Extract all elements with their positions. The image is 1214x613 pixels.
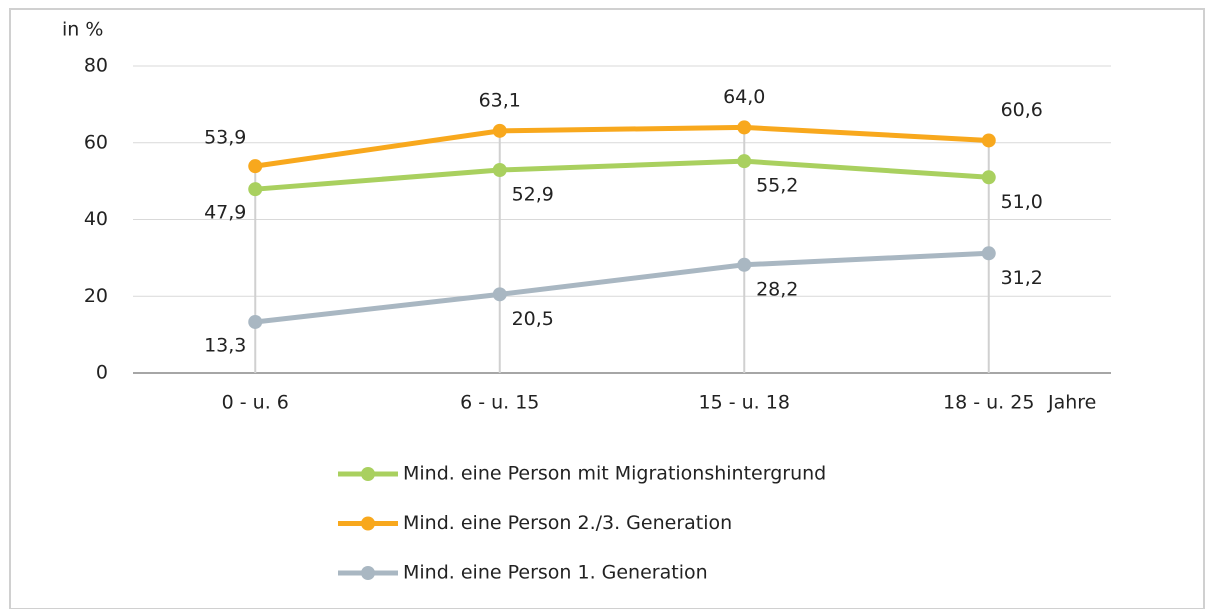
data-label: 52,9: [512, 183, 554, 205]
x-tick-label: 0 - u. 6: [222, 392, 289, 414]
y-tick-label: 60: [84, 131, 108, 153]
y-tick-label: 0: [96, 362, 108, 384]
data-point: [737, 257, 752, 272]
data-point: [981, 246, 996, 261]
data-label: 20,5: [512, 308, 554, 330]
y-tick-label: 80: [84, 55, 108, 77]
data-label: 55,2: [756, 175, 798, 197]
x-tick-label: 15 - u. 18: [699, 392, 790, 414]
legend-marker: [361, 467, 375, 481]
series-line: [254, 250, 989, 325]
data-point: [981, 170, 996, 185]
data-point: [492, 287, 507, 302]
data-label: 51,0: [1001, 191, 1043, 213]
data-point: [981, 133, 996, 148]
data-point: [492, 123, 507, 138]
y-tick-label: 20: [84, 285, 108, 307]
legend-label: Mind. eine Person 1. Generation: [403, 562, 708, 584]
data-point: [248, 159, 263, 174]
data-label: 28,2: [756, 278, 798, 300]
data-label: 47,9: [204, 202, 246, 224]
data-label: 31,2: [1001, 267, 1043, 289]
x-axis-label: Jahre: [1047, 392, 1096, 414]
data-label: 63,1: [479, 89, 521, 111]
data-label: 60,6: [1001, 99, 1043, 121]
x-tick-label: 6 - u. 15: [460, 392, 539, 414]
legend-label: Mind. eine Person 2./3. Generation: [403, 512, 732, 534]
data-point: [492, 162, 507, 177]
legend-marker: [361, 566, 375, 580]
data-point: [737, 120, 752, 135]
x-tick-label: 18 - u. 25: [943, 392, 1034, 414]
y-tick-label: 40: [84, 208, 108, 230]
data-point: [737, 154, 752, 169]
series-line: [255, 158, 989, 192]
data-point: [248, 182, 263, 197]
data-point: [248, 314, 263, 329]
data-label: 13,3: [204, 334, 246, 356]
data-label: 53,9: [204, 127, 246, 149]
series-line: [254, 124, 989, 169]
y-axis-label: in %: [62, 19, 103, 41]
legend-label: Mind. eine Person mit Migrationshintergr…: [403, 463, 826, 485]
legend-marker: [361, 516, 375, 531]
data-label: 64,0: [723, 86, 765, 108]
